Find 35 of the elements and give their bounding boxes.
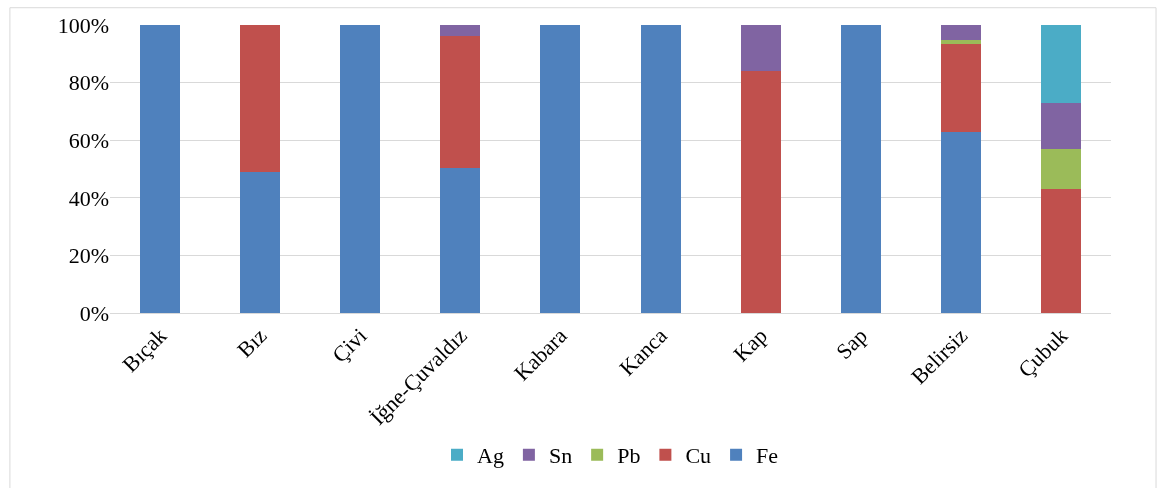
bar — [1040, 189, 1081, 313]
bar — [1040, 102, 1081, 149]
bar — [840, 25, 881, 313]
y-tick-label: 100% — [57, 12, 109, 38]
bar — [640, 25, 681, 313]
y-tick-label: 60% — [68, 127, 109, 153]
bar — [940, 43, 981, 132]
bar — [440, 167, 481, 313]
y-tick-label: 80% — [68, 70, 109, 96]
bar — [940, 39, 981, 44]
bar — [940, 131, 981, 313]
bar — [440, 25, 481, 36]
bar — [740, 71, 781, 313]
bar — [740, 25, 781, 72]
legend-label: Pb — [617, 443, 641, 469]
bar — [240, 25, 281, 172]
legend-label: Ag — [477, 443, 504, 469]
bar — [440, 35, 481, 168]
bar — [540, 25, 581, 313]
bar — [240, 171, 281, 313]
y-tick-label: 20% — [68, 243, 109, 269]
bar — [1040, 25, 1081, 103]
x-tick-label: Bız — [232, 322, 272, 363]
bar — [1040, 148, 1081, 190]
y-tick-label: 40% — [68, 185, 109, 211]
legend-label: Cu — [685, 443, 712, 469]
bar — [140, 25, 181, 313]
x-tick-label: Sap — [831, 323, 873, 365]
y-tick-label: 0% — [79, 300, 109, 326]
legend-label: Fe — [756, 443, 779, 469]
bar — [940, 25, 981, 40]
legend-label: Sn — [548, 443, 573, 469]
bar — [340, 25, 381, 313]
x-tick-label: Kap — [728, 323, 772, 367]
x-tick-label: Çivi — [327, 323, 372, 368]
